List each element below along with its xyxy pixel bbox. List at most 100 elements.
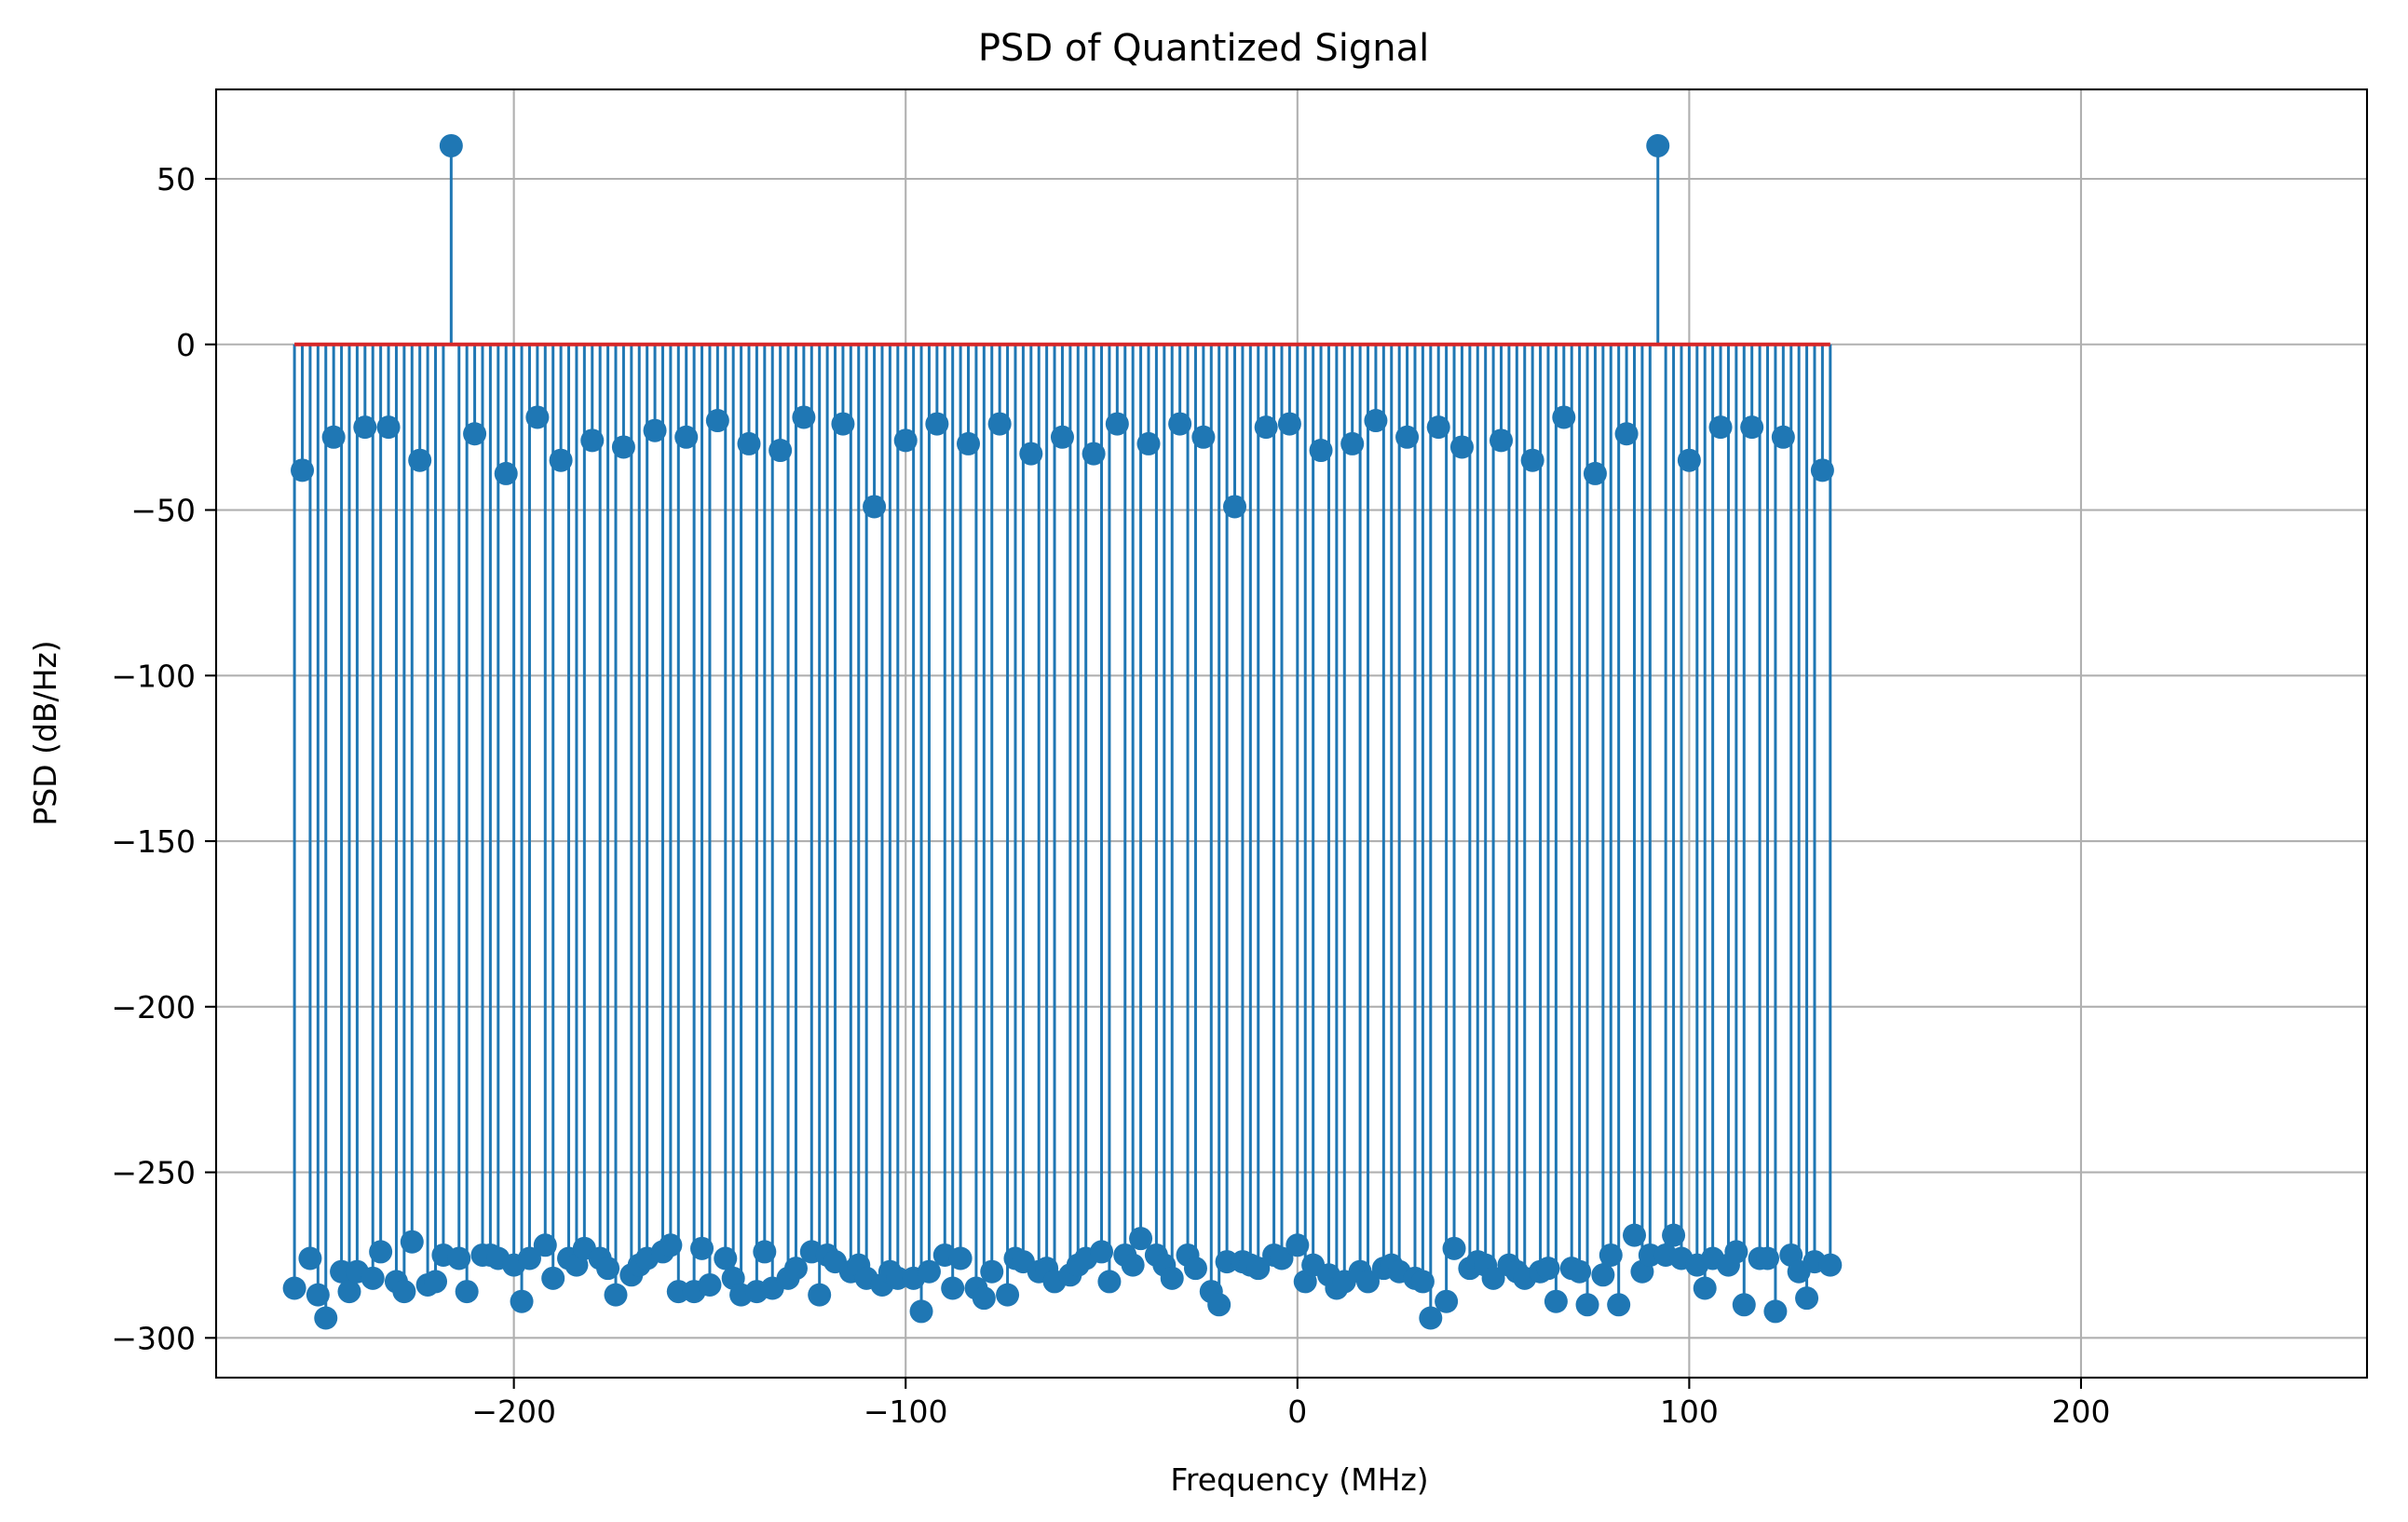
stem-marker (737, 431, 761, 455)
stem-marker (376, 415, 401, 440)
stem-marker (643, 418, 667, 442)
stem-marker (1160, 1266, 1184, 1290)
stem-marker (1607, 1293, 1631, 1317)
stem-marker (1097, 1270, 1122, 1294)
stem-marker (549, 448, 573, 472)
stem-marker (525, 405, 550, 429)
stem-marker (408, 448, 432, 472)
stem-marker (1340, 431, 1365, 455)
stem-marker (714, 1246, 738, 1271)
y-tick-label: −300 (111, 1320, 196, 1356)
stem-marker (1419, 1306, 1443, 1330)
stem-marker (1168, 412, 1192, 436)
stem-marker (769, 439, 793, 463)
stem-marker (611, 435, 635, 459)
stem-marker (1364, 409, 1388, 433)
stem-marker (1591, 1263, 1615, 1287)
stem-marker (1270, 1246, 1294, 1271)
stem-marker (1410, 1270, 1435, 1294)
x-tick-label: −200 (471, 1393, 556, 1430)
stem-marker (1795, 1286, 1819, 1311)
stem-marker (1442, 1236, 1466, 1260)
stem-marker (1756, 1246, 1780, 1271)
stem-marker (400, 1230, 424, 1254)
y-tick-label: −200 (111, 989, 196, 1026)
stem-marker (1183, 1257, 1207, 1281)
stem-marker (1481, 1266, 1505, 1290)
stem-marker (439, 133, 463, 157)
stem-marker (996, 1283, 1020, 1307)
stem-marker (1677, 448, 1701, 472)
stem-marker (792, 405, 816, 429)
stem-marker (1129, 1227, 1153, 1251)
stem-marker (698, 1272, 722, 1297)
stem-marker (1223, 495, 1247, 519)
stem-marker (1356, 1270, 1381, 1294)
stem-lines (292, 145, 1832, 1319)
stem-marker (1599, 1243, 1623, 1267)
stem-marker (1207, 1293, 1231, 1317)
stem-marker (690, 1236, 714, 1260)
x-tick-label: 100 (1660, 1393, 1719, 1430)
x-tick-label: −100 (864, 1393, 948, 1430)
stem-marker (517, 1246, 541, 1271)
stem-marker (783, 1257, 808, 1281)
stem-marker (463, 422, 487, 446)
chart-title: PSD of Quantized Signal (978, 27, 1429, 70)
stem-marker (541, 1266, 565, 1290)
stem-marker (1050, 425, 1074, 449)
x-axis-ticks: −200 −100 0 100 200 (471, 1378, 2110, 1430)
y-tick-label: −50 (130, 493, 196, 529)
stem-marker (455, 1280, 479, 1304)
stem-marker (1449, 435, 1474, 459)
stem-marker (941, 1276, 965, 1300)
stem-marker (321, 425, 346, 449)
y-tick-label: 0 (176, 327, 196, 363)
y-tick-label: −100 (111, 658, 196, 694)
stem-marker (1771, 425, 1795, 449)
plot-frame (214, 88, 2369, 1379)
stem-marker (1426, 415, 1450, 440)
y-tick-label: −250 (111, 1155, 196, 1191)
stem-marker (494, 461, 518, 485)
stem-marker (1520, 448, 1544, 472)
x-tick-label: 200 (2051, 1393, 2110, 1430)
stem-marker (1277, 412, 1301, 436)
stem-marker (1583, 461, 1607, 485)
stem-marker (353, 415, 377, 440)
stem-marker (604, 1283, 628, 1307)
stem-marker (1693, 1276, 1717, 1300)
stem-marker (1136, 431, 1161, 455)
stem-marker (972, 1286, 996, 1311)
stem-marker (1082, 442, 1106, 466)
stem-marker (1708, 415, 1733, 440)
stem-marker (753, 1240, 777, 1264)
stem-marker (1395, 425, 1420, 449)
stem-marker (314, 1306, 338, 1330)
stem-marker (447, 1246, 471, 1271)
stem-marker (659, 1233, 683, 1257)
stem-marker (1575, 1293, 1599, 1317)
stem-marker (1121, 1253, 1145, 1277)
stem-marker (948, 1246, 973, 1271)
stem-marker (831, 412, 855, 436)
stem-marker (980, 1259, 1004, 1284)
stem-marker (1490, 428, 1514, 453)
stem-marker (596, 1257, 620, 1281)
stem-marker (1818, 1253, 1843, 1277)
stem-marker (424, 1270, 448, 1294)
stem-marker (1724, 1240, 1748, 1264)
x-tick-label: 0 (1287, 1393, 1307, 1430)
stem-marker (298, 1246, 322, 1271)
stem-markers (282, 133, 1843, 1330)
stem-marker (1646, 133, 1670, 157)
stem-marker (1740, 415, 1764, 440)
stem-marker (909, 1299, 933, 1324)
stem-marker (674, 425, 699, 449)
stem-marker (369, 1240, 393, 1264)
stem-marker (1763, 1299, 1788, 1324)
stem-marker (1105, 412, 1129, 436)
stem-marker (1536, 1257, 1560, 1281)
y-tick-label: −150 (111, 823, 196, 860)
